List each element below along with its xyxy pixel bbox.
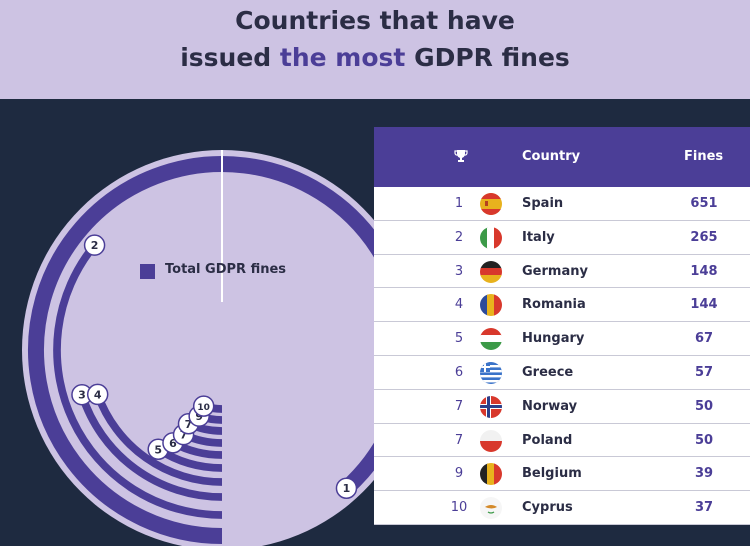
germany-flag-icon (480, 260, 502, 283)
table-body: 1 Spain 651 2 Italy 265 3 Germany 148 4 Romania 144… (374, 187, 750, 525)
rank-badge-label: 7 (180, 429, 188, 442)
rank-badge-label: 6 (169, 437, 177, 450)
fines-table: Country Fines 1 Spain 651 2 Italy 265 3 Germany… (374, 127, 750, 525)
row-rank: 10 (450, 500, 468, 516)
row-country: Spain (522, 196, 564, 211)
row-rank: 1 (454, 196, 464, 211)
row-fines: 57 (694, 364, 714, 380)
table-row: 1 Spain 651 (374, 187, 750, 221)
hungary-flag-icon (480, 328, 502, 351)
radial-bar-romania (94, 393, 223, 486)
row-fines: 265 (690, 229, 718, 245)
norway-flag-icon (480, 395, 502, 418)
row-rank: 7 (454, 432, 464, 448)
greece-flag-icon (480, 361, 502, 384)
row-rank: 9 (454, 466, 464, 482)
rank-badge-label: 1 (343, 482, 351, 495)
legend-label: Total GDPR fines (165, 262, 287, 277)
rank-badge-label: 7 (185, 418, 193, 431)
rank-badge (83, 234, 106, 256)
table-row: 6 Greece 57 (374, 355, 750, 390)
row-country: Belgium (522, 466, 582, 482)
page-header: Countries that have issued the most GDPR… (0, 0, 750, 99)
title-highlight: the most (279, 43, 406, 72)
belgium-flag-icon (480, 463, 502, 486)
rank-badge (86, 383, 109, 406)
rank-badge (335, 477, 358, 499)
table-row: 9 Belgium 39 (374, 457, 750, 492)
row-country: Germany (522, 263, 588, 279)
poland-flag-icon (480, 429, 502, 452)
table-row: 3 Germany 148 (374, 254, 750, 289)
row-rank: 2 (454, 229, 464, 245)
italy-flag-icon (480, 226, 502, 249)
chart-disc (22, 150, 422, 546)
row-country: Hungary (522, 331, 585, 347)
table-row: 7 Poland 50 (374, 423, 750, 458)
row-country: Norway (522, 398, 578, 414)
rank-badge (192, 395, 215, 417)
title-prefix: issued (180, 43, 280, 72)
rank-badge-label: 3 (78, 389, 86, 402)
chart-title-line-2: issued the most GDPR fines (0, 43, 750, 72)
rank-badge-label: 10 (197, 403, 210, 413)
title-suffix: GDPR fines (405, 43, 570, 72)
row-fines: 651 (690, 196, 718, 211)
rank-badge-label: 9 (195, 410, 203, 423)
table-row: 2 Italy 265 (374, 220, 750, 255)
rank-badge-label: 4 (94, 388, 102, 401)
row-country: Romania (522, 297, 586, 313)
rank-badge-label: 5 (154, 443, 162, 456)
radial-bar-germany (78, 393, 223, 501)
legend-swatch (140, 264, 155, 279)
row-rank: 7 (454, 398, 464, 414)
row-fines: 148 (690, 263, 718, 279)
row-fines: 50 (694, 398, 714, 414)
row-country: Poland (522, 432, 573, 448)
chart-title-line-1: Countries that have (235, 6, 515, 35)
radial-bar-italy (53, 242, 223, 519)
row-fines: 37 (694, 500, 714, 516)
trophy-icon (454, 149, 468, 167)
row-fines: 144 (690, 297, 718, 313)
spain-flag-icon (480, 193, 502, 215)
column-header-fines: Fines (684, 149, 724, 164)
row-country: Greece (522, 364, 574, 380)
row-country: Italy (522, 229, 555, 245)
romania-flag-icon (480, 294, 502, 317)
row-rank: 6 (454, 364, 464, 380)
table-row: 7 Norway 50 (374, 389, 750, 424)
table-row: 4 Romania 144 (374, 288, 750, 323)
table-row: 10 Cyprus 37 (374, 491, 750, 525)
column-header-country: Country (522, 149, 581, 164)
row-rank: 3 (454, 263, 464, 279)
row-rank: 5 (454, 331, 464, 347)
cyprus-flag-icon (480, 497, 502, 520)
table-header: Country Fines (374, 127, 750, 187)
row-fines: 39 (694, 466, 714, 482)
rank-badge-label: 2 (91, 239, 99, 252)
row-country: Cyprus (522, 500, 573, 516)
row-fines: 67 (694, 331, 714, 347)
row-rank: 4 (454, 297, 464, 313)
table-row: 5 Hungary 67 (374, 322, 750, 356)
row-fines: 50 (694, 432, 714, 448)
